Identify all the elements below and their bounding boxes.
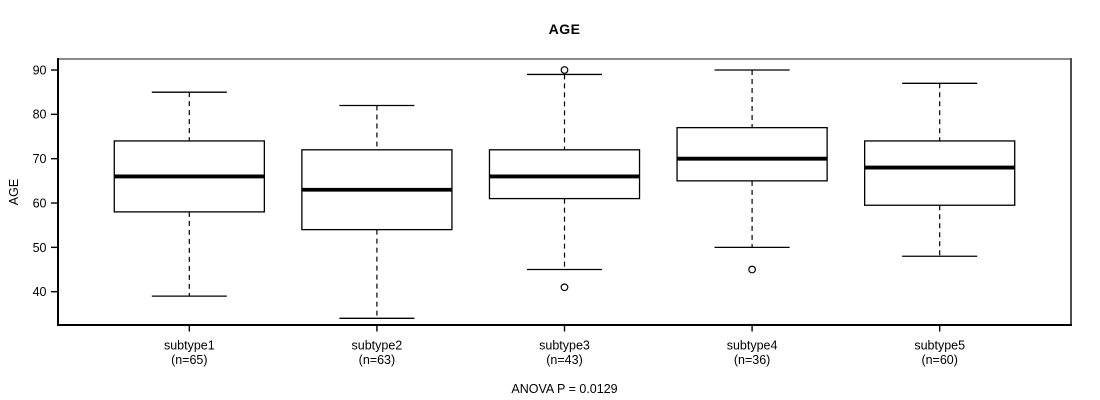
category-sublabel: (n=36) xyxy=(734,353,770,367)
chart-title: AGE xyxy=(548,21,581,37)
category-label: subtype2 xyxy=(352,339,403,353)
category-sublabel: (n=65) xyxy=(171,353,207,367)
category-sublabel: (n=43) xyxy=(546,353,582,367)
y-tick-label: 50 xyxy=(33,241,47,255)
y-tick-label: 60 xyxy=(33,196,47,210)
iqr-box xyxy=(676,126,828,182)
iqr-box xyxy=(863,140,1016,206)
category-sublabel: (n=63) xyxy=(359,353,395,367)
category-label: subtype1 xyxy=(164,339,215,353)
y-tick-label: 90 xyxy=(33,63,47,77)
y-tick-label: 80 xyxy=(33,108,47,122)
outlier-point xyxy=(560,66,569,74)
category-label: subtype4 xyxy=(727,339,778,353)
iqr-box xyxy=(488,149,641,200)
y-tick-label: 40 xyxy=(33,285,47,299)
category-sublabel: (n=60) xyxy=(921,353,957,367)
y-tick-label: 70 xyxy=(33,152,47,166)
outlier-point xyxy=(560,283,569,292)
anova-annotation: ANOVA P = 0.0129 xyxy=(511,382,618,396)
outlier-point xyxy=(748,265,756,274)
category-label: subtype3 xyxy=(539,339,590,353)
category-label: subtype5 xyxy=(914,339,965,353)
